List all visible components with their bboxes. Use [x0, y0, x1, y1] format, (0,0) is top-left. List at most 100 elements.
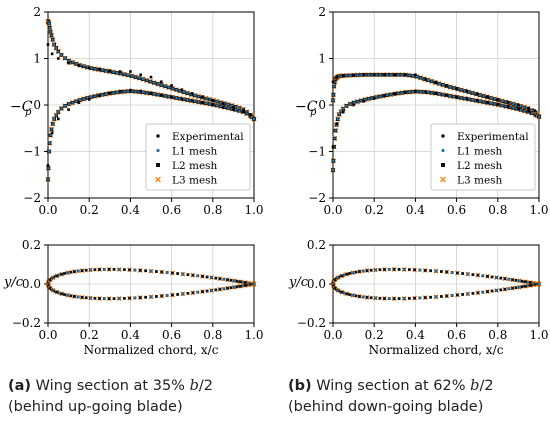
L1-point [47, 167, 50, 170]
L1-point [537, 115, 541, 118]
L2-point [205, 289, 209, 293]
L1-point [478, 93, 482, 97]
L1-point [55, 46, 58, 50]
L1-point [449, 94, 452, 98]
experimental-point [98, 67, 101, 71]
experimental-point [517, 103, 520, 107]
L1-point [374, 268, 377, 272]
L1-point [450, 294, 454, 297]
L2-point [369, 296, 373, 300]
L2-point [499, 276, 503, 280]
L1-point [342, 107, 345, 110]
L1-point [437, 92, 441, 96]
legend-label: Experimental [172, 131, 244, 143]
L2-point [523, 284, 527, 288]
L1-point [208, 98, 211, 101]
experimental-point [201, 95, 204, 98]
L1-point [55, 114, 58, 117]
caption-a-text-2: /2 (behind up-going blade) [8, 378, 213, 415]
L1-point [145, 91, 148, 94]
L1-point [156, 82, 159, 86]
experimental-point [414, 73, 417, 77]
L2-point [55, 274, 59, 278]
L1-point [356, 73, 359, 77]
L1-point [138, 76, 141, 80]
legend-label: L1 mesh [172, 146, 218, 158]
experimental-point [465, 89, 469, 93]
L2-point [73, 270, 76, 273]
y-tick-label: 0.0 [22, 277, 41, 291]
experimental-point [46, 164, 50, 167]
legend-label: L2 mesh [457, 160, 503, 172]
L1-point [345, 74, 348, 77]
legend-marker-experimental [156, 134, 160, 138]
L2-point [511, 278, 514, 282]
L1-point [245, 112, 248, 115]
experimental-point [139, 89, 142, 93]
L1-point [78, 98, 82, 102]
L1-point [519, 108, 522, 111]
experimental-point [129, 88, 132, 92]
y-axis-label-sub: p [310, 107, 317, 118]
L1-point [351, 294, 354, 297]
L1-point [460, 96, 463, 100]
L1-point [418, 268, 422, 272]
L1-point [478, 100, 482, 103]
y-axis-label: −C [295, 99, 318, 115]
L1-point [449, 85, 452, 89]
L1-point [89, 268, 92, 272]
y-axis-label: y/c [288, 275, 309, 290]
L2-point [144, 295, 148, 299]
L2-point [226, 278, 229, 282]
experimental-point [362, 73, 366, 77]
L2-point [486, 274, 489, 278]
L2-point [439, 295, 443, 298]
experimental-point [403, 73, 407, 77]
legend-box [145, 123, 251, 191]
L1-point [374, 296, 377, 300]
y-tick-label: 1 [33, 52, 41, 66]
L1-point [389, 93, 393, 96]
L2-point [499, 288, 503, 292]
L2-point [218, 287, 222, 291]
L1-point [93, 67, 96, 71]
L2-point [144, 269, 148, 273]
L2-point [93, 296, 97, 300]
x-axis-label: Normalized chord, x/c [369, 343, 504, 357]
x-tick-label: 0.2 [365, 328, 384, 342]
L2-point [378, 296, 382, 300]
L1-point [495, 276, 498, 279]
L1-point [402, 297, 406, 300]
airfoil-profile [330, 266, 542, 302]
L2-point [378, 268, 382, 272]
L1-point [82, 65, 85, 68]
experimental-point [160, 80, 163, 84]
y-axis-label: −C [10, 99, 33, 115]
L1-point [385, 73, 389, 76]
L1-point [167, 95, 171, 98]
L1-point [331, 99, 335, 102]
x-tick-label: 0.0 [38, 328, 57, 342]
x-tick-label: 1.0 [529, 328, 548, 342]
L2-point [112, 297, 116, 301]
L1-point [71, 101, 74, 104]
caption-b-label: (b) [288, 378, 312, 394]
series-experimental [46, 43, 252, 167]
L2-point [128, 268, 131, 272]
x-tick-label: 0.8 [488, 203, 507, 217]
x-tick-label: 0.0 [323, 203, 342, 217]
x-tick-label: 0.6 [447, 328, 466, 342]
L2-point [245, 283, 249, 287]
L2-point [160, 270, 164, 274]
L2-point [60, 272, 64, 276]
L1-point [76, 295, 80, 299]
L1-point [361, 269, 365, 273]
L1-point [234, 105, 237, 108]
L2-point [514, 278, 518, 282]
L1-point [419, 76, 422, 79]
x-tick-label: 0.8 [203, 203, 222, 217]
experimental-point [352, 103, 355, 107]
L2-point [348, 293, 352, 296]
legend-marker-l1 [156, 148, 160, 153]
L2-point [53, 275, 57, 279]
